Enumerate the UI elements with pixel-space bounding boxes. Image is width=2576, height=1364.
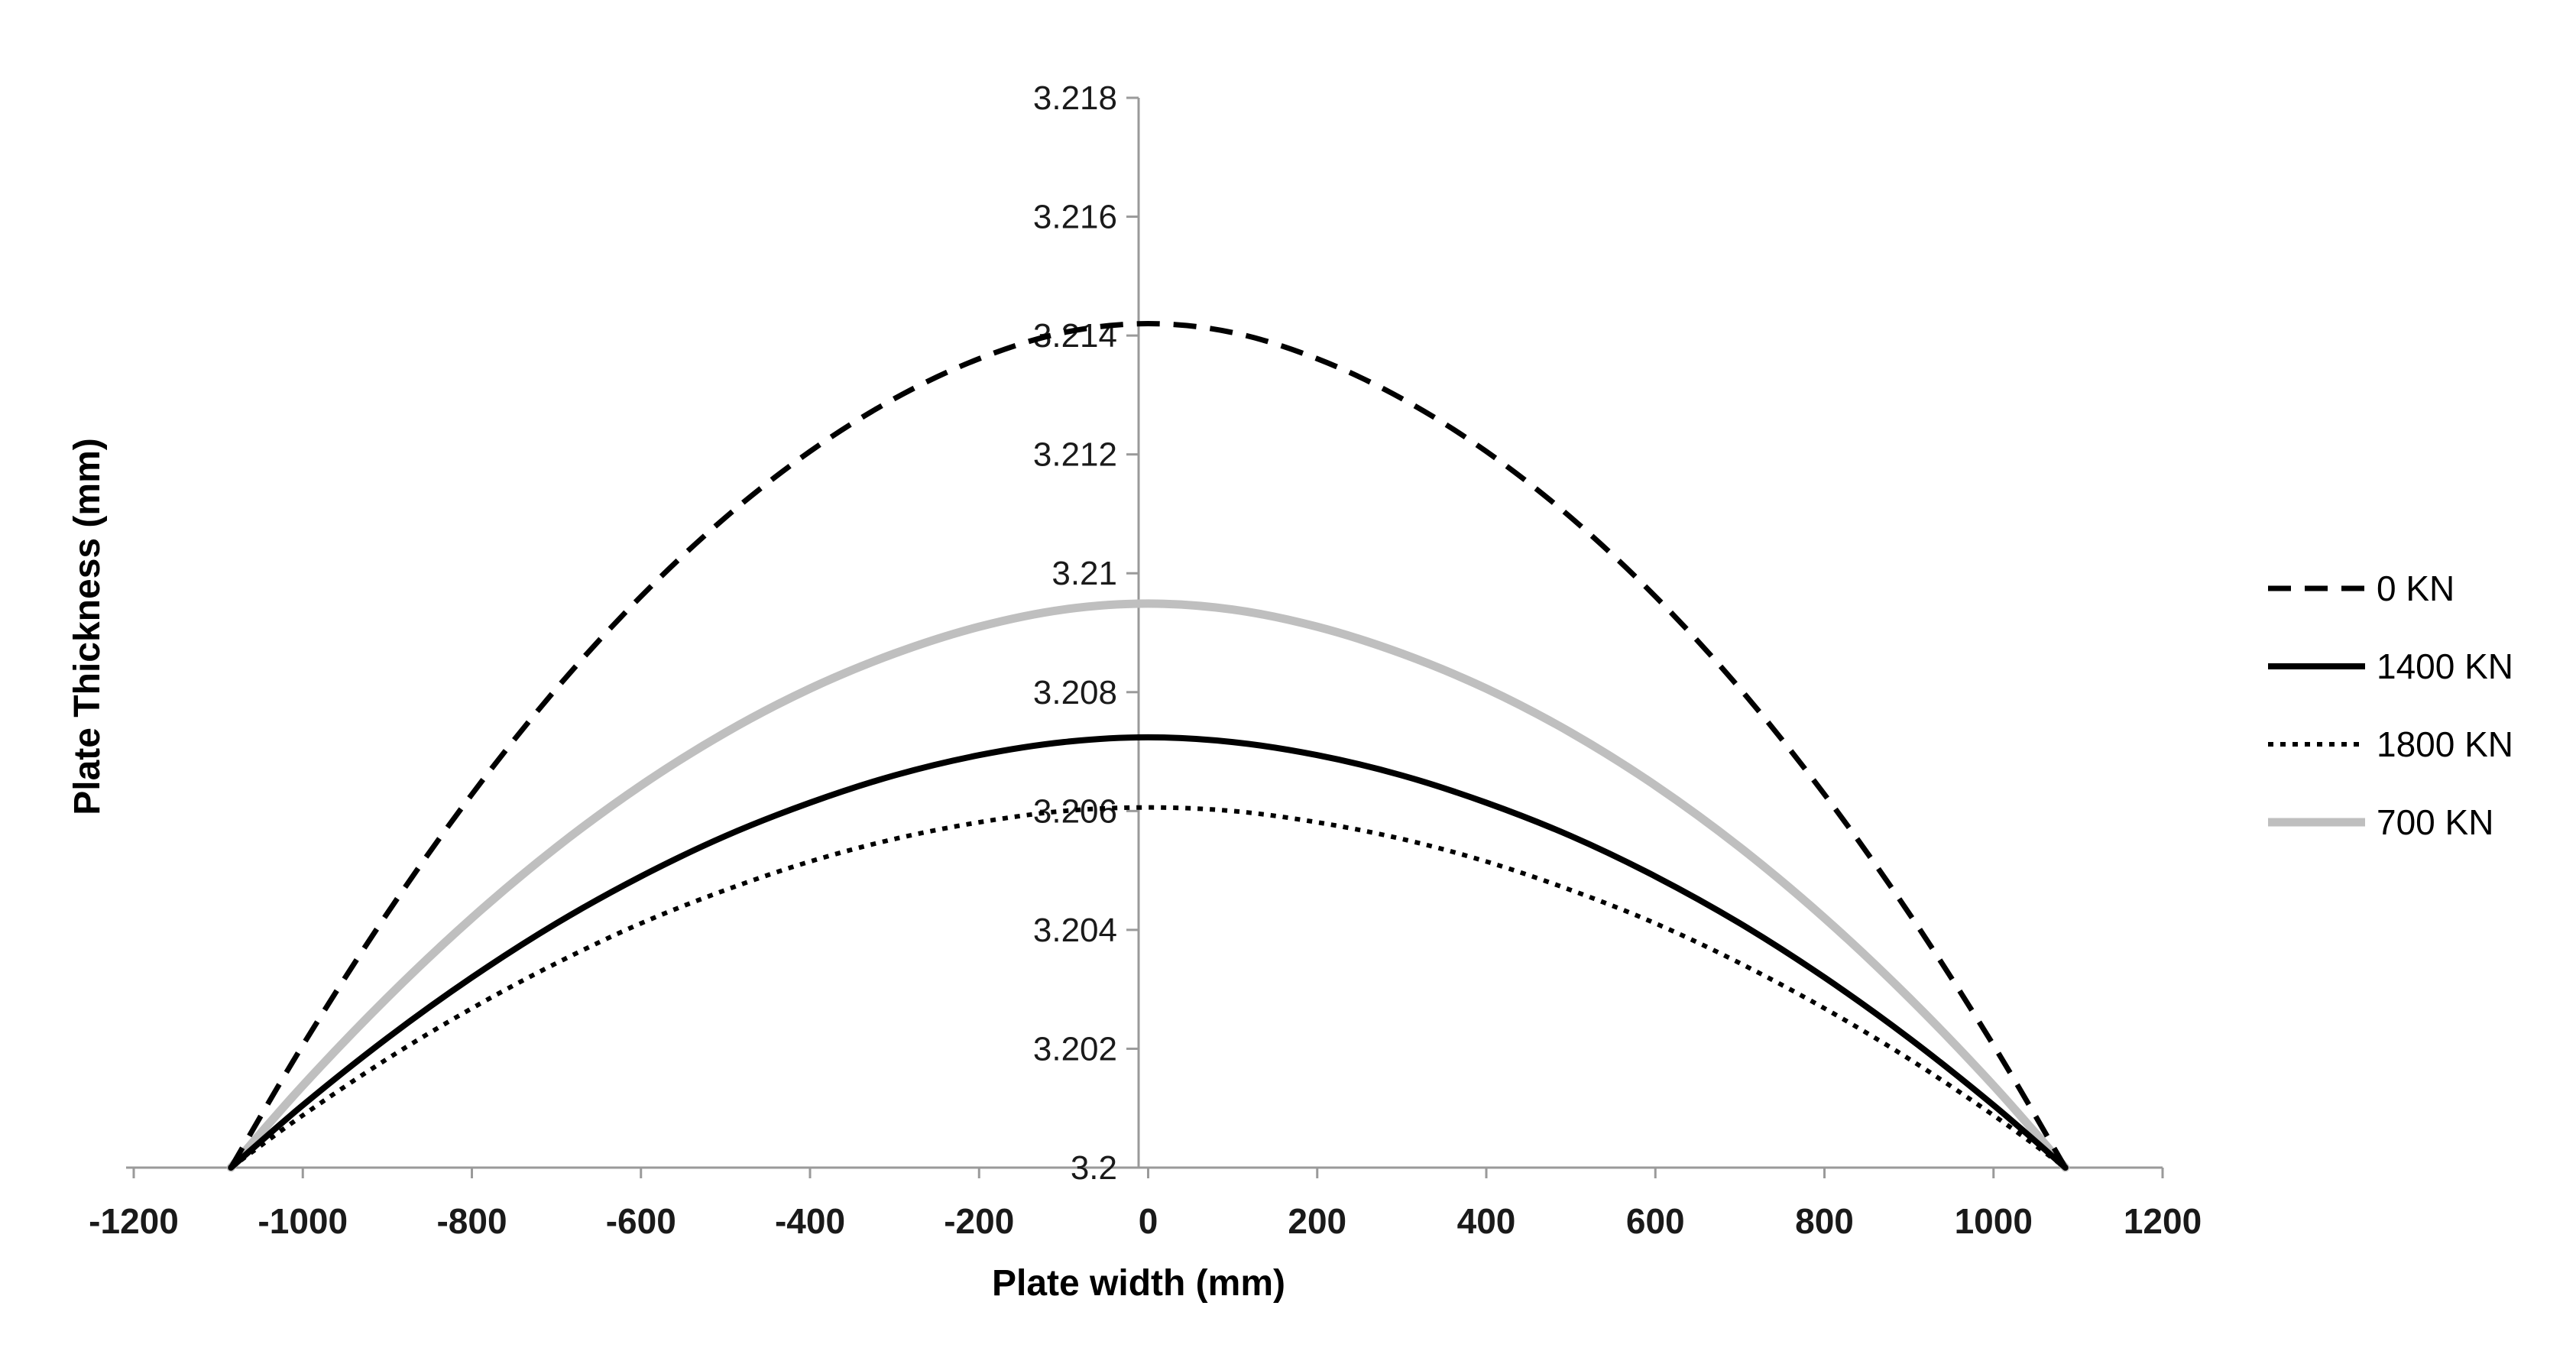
y-tick-label: 3.204	[1033, 912, 1117, 949]
x-tick-label: -600	[606, 1201, 676, 1241]
legend: 0 KN 1400 KN 1800 KN 700 KN	[2268, 569, 2513, 842]
legend-label: 1800 KN	[2377, 724, 2513, 764]
series-line-700-kn	[226, 599, 2070, 1172]
legend-label: 700 KN	[2377, 802, 2493, 842]
y-tick-label: 3.212	[1033, 436, 1117, 474]
series-line-0-kn	[228, 321, 2068, 1169]
x-tick-label: -1000	[258, 1201, 348, 1241]
x-tick-label: 1000	[1955, 1201, 2033, 1241]
legend-item: 0 KN	[2268, 569, 2454, 608]
series-line-1400-kn	[228, 734, 2069, 1171]
x-tick-label: 800	[1795, 1201, 1854, 1241]
x-tick-label: -1200	[89, 1201, 179, 1241]
y-tick-label: 3.218	[1033, 79, 1117, 117]
y-tick-label: 3.206	[1033, 792, 1117, 830]
y-axis-title: Plate Thickness (mm)	[67, 438, 108, 815]
y-tick-label: 3.2	[1071, 1149, 1117, 1187]
series-layer	[226, 321, 2070, 1172]
legend-label: 0 KN	[2377, 569, 2454, 608]
x-tick-label: 600	[1626, 1201, 1685, 1241]
x-axis-title: Plate width (mm)	[992, 1263, 1285, 1304]
series-line-1800-kn	[229, 805, 2067, 1170]
y-tick-label: 3.208	[1033, 674, 1117, 711]
y-tick-label: 3.216	[1033, 199, 1117, 236]
x-tick-label: 400	[1457, 1201, 1516, 1241]
axes-layer	[126, 98, 2163, 1169]
y-tick-label: 3.21	[1051, 555, 1117, 592]
x-tick-label: 200	[1288, 1201, 1346, 1241]
x-tick-label: -400	[775, 1201, 845, 1241]
x-tick-label: -800	[436, 1201, 507, 1241]
legend-label: 1400 KN	[2377, 646, 2513, 686]
legend-item: 1800 KN	[2268, 724, 2513, 764]
ticks-layer: 3.23.2023.2043.2063.2083.213.2123.2143.2…	[89, 79, 2202, 1241]
x-tick-label: -200	[944, 1201, 1014, 1241]
x-tick-label: 0	[1139, 1201, 1158, 1241]
y-tick-label: 3.202	[1033, 1030, 1117, 1068]
legend-item: 1400 KN	[2268, 646, 2513, 686]
legend-item: 700 KN	[2268, 802, 2493, 842]
x-tick-label: 1200	[2124, 1201, 2202, 1241]
